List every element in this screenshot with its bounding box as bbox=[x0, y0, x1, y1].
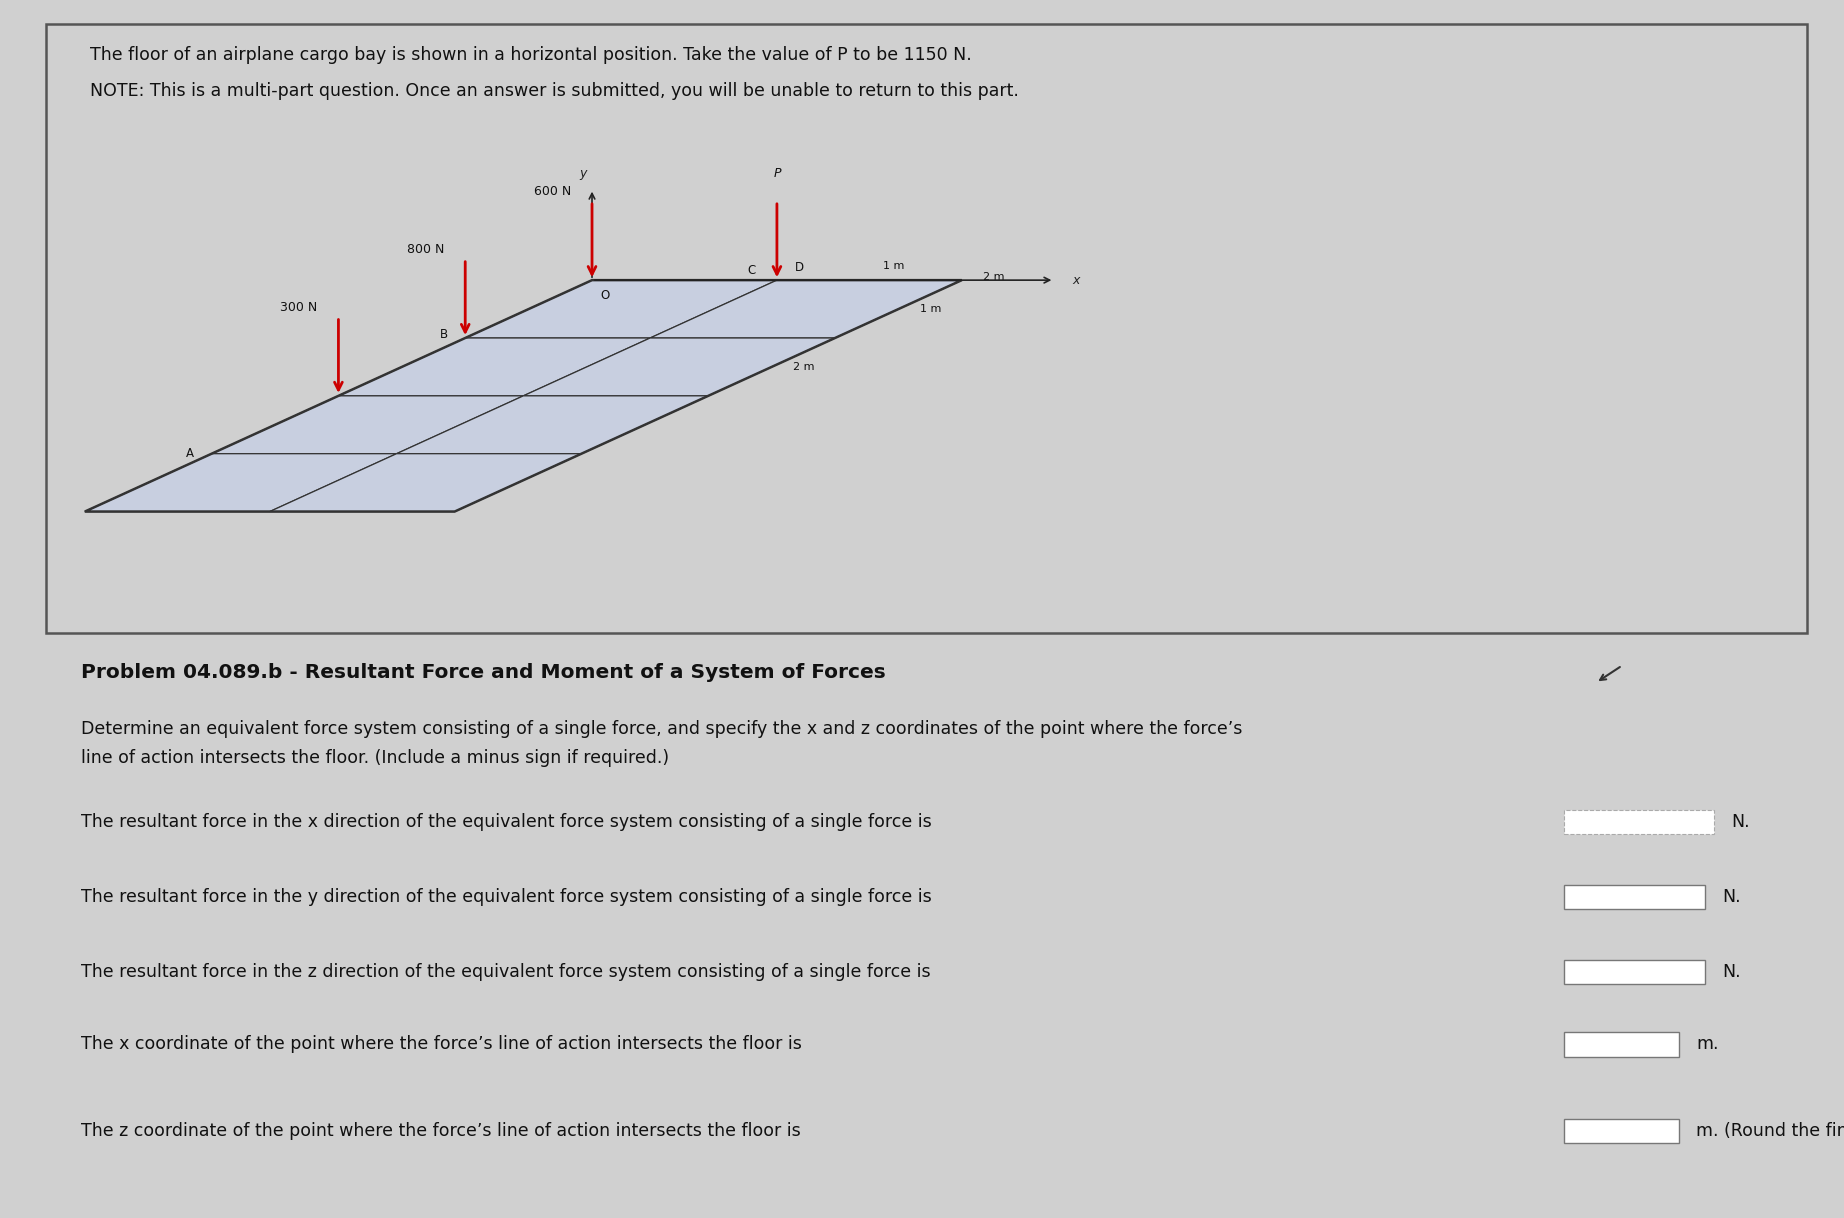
Text: 1 m: 1 m bbox=[920, 304, 940, 314]
Text: The z coordinate of the point where the force’s line of action intersects the fl: The z coordinate of the point where the … bbox=[81, 1122, 800, 1140]
FancyBboxPatch shape bbox=[1564, 1033, 1678, 1056]
Text: 1 m: 1 m bbox=[883, 261, 905, 272]
Text: 2 m: 2 m bbox=[793, 362, 815, 371]
Text: C: C bbox=[747, 264, 756, 278]
Text: m. (Round the final answer to four decimal places.): m. (Round the final answer to four decim… bbox=[1696, 1122, 1844, 1140]
FancyBboxPatch shape bbox=[1564, 810, 1713, 834]
Text: The resultant force in the y direction of the equivalent force system consisting: The resultant force in the y direction o… bbox=[81, 888, 931, 906]
Text: 300 N: 300 N bbox=[280, 301, 317, 314]
Polygon shape bbox=[212, 396, 524, 454]
Text: m.: m. bbox=[1696, 1035, 1719, 1054]
Polygon shape bbox=[85, 454, 396, 512]
Text: Problem 04.089.b - Resultant Force and Moment of a System of Forces: Problem 04.089.b - Resultant Force and M… bbox=[81, 663, 887, 682]
Text: The resultant force in the z direction of the equivalent force system consisting: The resultant force in the z direction o… bbox=[81, 963, 931, 982]
FancyBboxPatch shape bbox=[1564, 1119, 1678, 1144]
Text: NOTE: This is a multi-part question. Once an answer is submitted, you will be un: NOTE: This is a multi-part question. Onc… bbox=[90, 83, 1020, 100]
Polygon shape bbox=[651, 280, 963, 339]
Polygon shape bbox=[269, 454, 581, 512]
Text: y: y bbox=[579, 167, 586, 180]
Text: A: A bbox=[186, 447, 194, 460]
Polygon shape bbox=[339, 339, 651, 396]
Text: The floor of an airplane cargo bay is shown in a horizontal position. Take the v: The floor of an airplane cargo bay is sh… bbox=[90, 46, 972, 63]
Text: 800 N: 800 N bbox=[408, 242, 444, 256]
Text: 600 N: 600 N bbox=[533, 185, 572, 199]
Text: 2 m: 2 m bbox=[983, 272, 1005, 283]
FancyBboxPatch shape bbox=[1564, 884, 1706, 909]
Text: P: P bbox=[773, 167, 780, 180]
Text: B: B bbox=[439, 329, 448, 341]
Text: D: D bbox=[795, 261, 804, 274]
Text: The x coordinate of the point where the force’s line of action intersects the fl: The x coordinate of the point where the … bbox=[81, 1035, 802, 1054]
FancyBboxPatch shape bbox=[46, 24, 1807, 633]
Text: O: O bbox=[601, 290, 610, 302]
Polygon shape bbox=[465, 280, 776, 339]
Text: N.: N. bbox=[1732, 812, 1750, 831]
Text: The resultant force in the x direction of the equivalent force system consisting: The resultant force in the x direction o… bbox=[81, 812, 931, 831]
Text: N.: N. bbox=[1722, 963, 1741, 982]
Polygon shape bbox=[524, 339, 835, 396]
Text: x: x bbox=[1071, 274, 1079, 286]
Text: N.: N. bbox=[1722, 888, 1741, 906]
Polygon shape bbox=[396, 396, 708, 454]
Text: Determine an equivalent force system consisting of a single force, and specify t: Determine an equivalent force system con… bbox=[81, 721, 1243, 738]
FancyBboxPatch shape bbox=[1564, 960, 1706, 984]
Text: line of action intersects the floor. (Include a minus sign if required.): line of action intersects the floor. (In… bbox=[81, 749, 669, 767]
